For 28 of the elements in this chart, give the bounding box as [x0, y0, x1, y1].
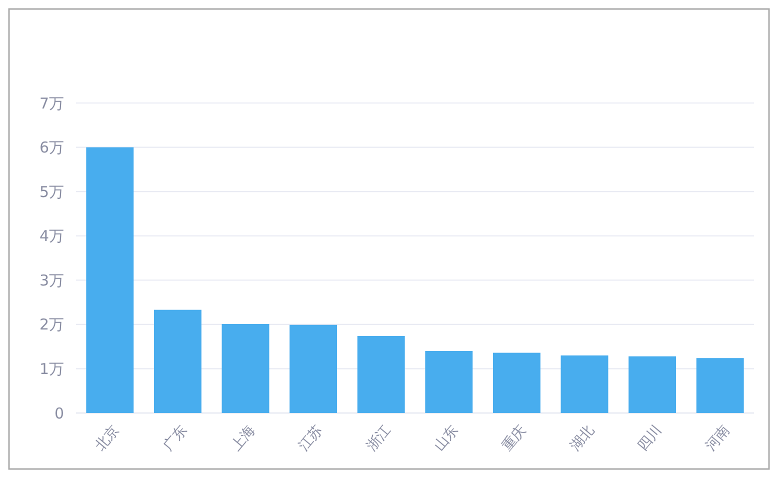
- y-tick-label: 6万: [39, 138, 64, 157]
- x-tick-label: 河南: [702, 422, 733, 454]
- x-tick-label: 重庆: [499, 422, 530, 454]
- bar: [222, 324, 270, 413]
- x-tick-label: 四川: [634, 422, 666, 454]
- x-tick-label: 湖北: [567, 422, 598, 454]
- x-tick-label: 江苏: [296, 422, 326, 454]
- y-tick-label: 4万: [39, 227, 64, 246]
- y-tick-label: 0: [54, 404, 64, 422]
- bar: [86, 147, 134, 413]
- y-tick-label: 7万: [39, 94, 64, 112]
- x-tick-label: 上海: [228, 422, 258, 454]
- bar: [425, 351, 473, 413]
- bar: [492, 352, 540, 413]
- x-tick-label: 山东: [431, 422, 462, 454]
- x-tick-label: 北京: [92, 422, 123, 454]
- bar: [696, 358, 744, 413]
- y-tick-label: 2万: [39, 316, 64, 334]
- bar: [290, 324, 338, 413]
- y-tick-label: 5万: [39, 182, 64, 201]
- bar: [560, 355, 608, 413]
- x-tick-label: 浙江: [364, 422, 394, 454]
- bar: [628, 356, 676, 413]
- y-tick-label: 3万: [39, 271, 64, 290]
- x-tick-label: 广东: [160, 422, 191, 454]
- y-tick-label: 1万: [39, 360, 64, 378]
- bar: [357, 336, 405, 413]
- bar: [154, 310, 202, 413]
